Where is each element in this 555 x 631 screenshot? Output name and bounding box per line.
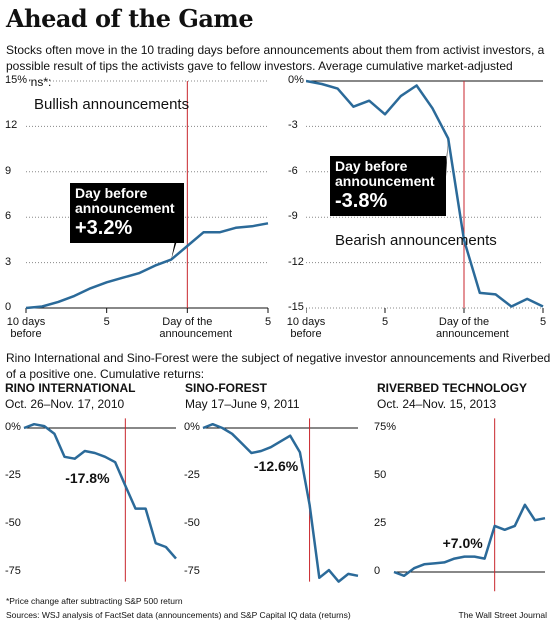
middle-text: Rino International and Sino-Forest were … <box>6 351 551 381</box>
y-tick-label: 0% <box>5 421 23 434</box>
value-label: -17.8% <box>63 470 112 487</box>
y-tick-label: -25 <box>5 469 23 482</box>
line <box>23 422 177 560</box>
chart-subtitle: Oct. 24–Nov. 15, 2013 <box>377 397 497 411</box>
y-tick-label: 0 <box>374 565 383 578</box>
chart-title: RINO INTERNATIONAL <box>5 381 136 395</box>
x-tick-label: Day of the announcement <box>159 316 233 340</box>
y-tick-label: -75 <box>5 565 23 578</box>
source: Sources: WSJ analysis of FactSet data (a… <box>6 610 351 620</box>
y-tick-label: 3 <box>5 255 14 269</box>
annotation-text: Day before announcement <box>75 185 175 216</box>
y-tick-label: 9 <box>5 164 14 178</box>
x-tick-label: 5 <box>264 316 272 328</box>
line <box>25 222 269 310</box>
value-label: +3.2% <box>75 217 133 239</box>
y-tick-label: -75 <box>184 565 202 578</box>
y-tick-label: 6 <box>5 210 14 223</box>
y-tick-label: 25 <box>374 517 389 530</box>
annotation-box: Day before announcement -3.8% <box>330 156 446 216</box>
value-label: +7.0% <box>440 534 485 551</box>
y-tick-label: 50 <box>374 469 389 482</box>
credit: The Wall Street Journal <box>458 610 548 620</box>
subtitle: Stocks often move in the 10 trading days… <box>6 43 545 89</box>
y-tick-label: -9 <box>288 210 300 223</box>
chart-title: RIVERBED TECHNOLOGY <box>377 381 528 395</box>
y-tick-label: 12 <box>5 119 20 133</box>
line <box>202 422 359 583</box>
panel-label: Bearish announcements <box>335 232 497 249</box>
annotation-box: Day before announcement +3.2% <box>70 183 184 243</box>
y-tick-label: 75% <box>374 421 399 434</box>
y-tick-label: 15% <box>5 74 30 87</box>
footnote: *Price change after subtracting S&P 500 … <box>6 596 183 606</box>
x-tick-label: 10 days before <box>286 316 326 340</box>
annotation-text: Day before announcement <box>335 158 435 189</box>
line <box>305 79 544 308</box>
x-tick-label: Day of the announcement <box>436 316 509 340</box>
value-label: -3.8% <box>335 190 388 212</box>
y-tick-label: -15 <box>288 301 306 314</box>
chart-title: SINO-FOREST <box>185 381 268 395</box>
y-tick-label: -25 <box>184 469 202 482</box>
y-tick-label: -3 <box>288 119 300 133</box>
x-tick-label: 10 days before <box>6 316 46 340</box>
y-tick-label: -12 <box>288 255 306 269</box>
x-tick-label: 5 <box>103 316 110 328</box>
y-tick-label: -50 <box>184 517 202 530</box>
x-tick-label: 5 <box>381 316 389 328</box>
y-tick-label: -6 <box>288 164 300 178</box>
x-tick-label: 5 <box>539 316 547 328</box>
y-tick-label: 0 <box>5 301 14 314</box>
chart-subtitle: Oct. 26–Nov. 17, 2010 <box>5 397 125 411</box>
y-tick-label: 0% <box>288 74 306 87</box>
line <box>393 503 546 578</box>
value-label: -12.6% <box>251 458 301 475</box>
chart-subtitle: May 17–June 9, 2011 <box>185 397 300 411</box>
y-tick-label: -50 <box>5 517 23 530</box>
title: Ahead of the Game <box>6 4 254 33</box>
panel-label: Bullish announcements <box>34 96 190 113</box>
y-tick-label: 0% <box>184 421 202 434</box>
